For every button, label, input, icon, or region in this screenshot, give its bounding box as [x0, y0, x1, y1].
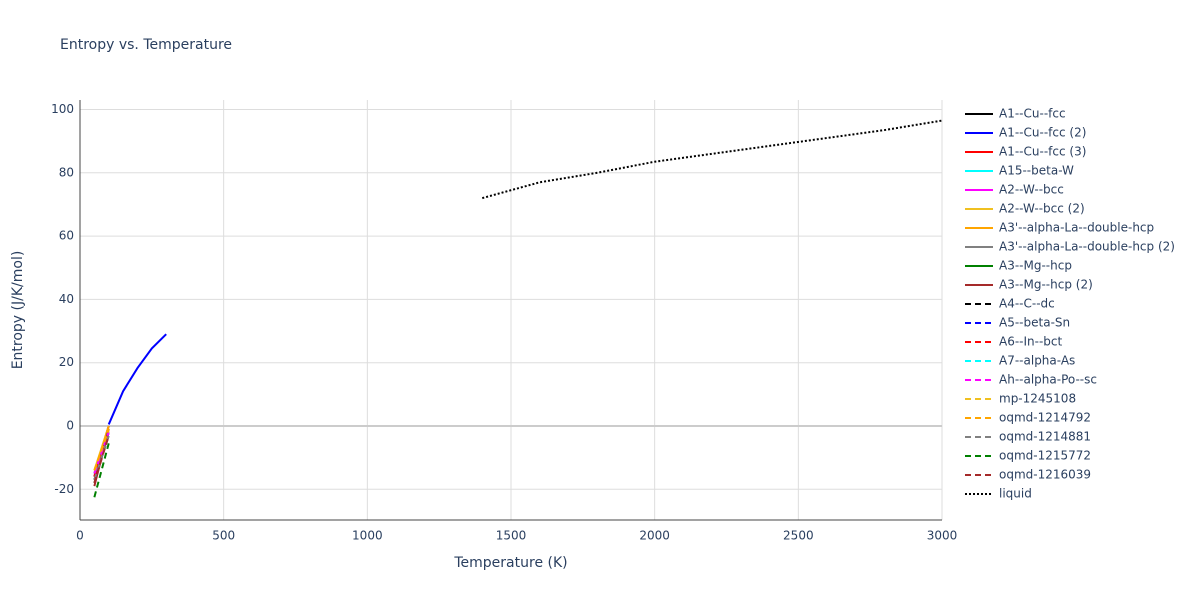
y-tick-label: 100 [51, 102, 74, 116]
legend-label[interactable]: A3'--alpha-La--double-hcp [999, 221, 1154, 235]
legend-label[interactable]: A4--C--dc [999, 297, 1055, 311]
legend: A1--Cu--fcc A1--Cu--fcc (2) A1--Cu--fcc (3… [965, 107, 1175, 501]
legend-label[interactable]: A6--In--bct [999, 335, 1063, 349]
legend-label[interactable]: mp-1245108 [999, 392, 1076, 406]
x-tick-label: 0 [76, 529, 84, 543]
series-line [93, 431, 110, 474]
x-tick-label: 1500 [496, 529, 527, 543]
legend-label[interactable]: Ah--alpha-Po--sc [999, 373, 1097, 387]
y-tick-label: 40 [59, 292, 74, 306]
legend-label[interactable]: A7--alpha-As [999, 354, 1075, 368]
legend-label[interactable]: A3--Mg--hcp [999, 259, 1072, 273]
series-line [93, 435, 110, 484]
legend-label[interactable]: oqmd-1214792 [999, 411, 1091, 425]
legend-label[interactable]: oqmd-1216039 [999, 468, 1091, 482]
x-tick-label: 500 [212, 529, 235, 543]
x-tick-label: 2500 [783, 529, 814, 543]
series-line [482, 119, 942, 200]
x-tick-label: 2000 [639, 529, 670, 543]
legend-label[interactable]: oqmd-1214881 [999, 430, 1091, 444]
x-tick-label: 1000 [352, 529, 383, 543]
grid: 0 500 1000 1500 2000 2500 3000 -20 0 20 40 60 80 100 [51, 100, 957, 543]
plot-area [93, 119, 942, 498]
legend-label[interactable]: A5--beta-Sn [999, 316, 1070, 330]
y-tick-label: 20 [59, 355, 74, 369]
legend-label[interactable]: A1--Cu--fcc (2) [999, 126, 1086, 140]
series-line [107, 333, 167, 425]
x-tick-label: 3000 [927, 529, 958, 543]
y-axis-label: Entropy (J/K/mol) [10, 251, 26, 370]
legend-label[interactable]: A3--Mg--hcp (2) [999, 278, 1093, 292]
chart-title: Entropy vs. Temperature [60, 37, 232, 53]
legend-label[interactable]: liquid [999, 487, 1032, 501]
legend-label[interactable]: A3'--alpha-La--double-hcp (2) [999, 240, 1175, 254]
y-tick-label: 60 [59, 229, 74, 243]
legend-label[interactable]: A15--beta-W [999, 164, 1074, 178]
y-tick-label: 0 [66, 418, 74, 432]
legend-label[interactable]: A2--W--bcc [999, 183, 1064, 197]
series-line [93, 428, 110, 471]
x-axis-label: Temperature (K) [453, 555, 567, 571]
legend-label[interactable]: A1--Cu--fcc (3) [999, 145, 1086, 159]
y-tick-label: 80 [59, 165, 74, 179]
y-tick-label: -20 [54, 482, 74, 496]
legend-label[interactable]: oqmd-1215772 [999, 449, 1091, 463]
series-line [93, 435, 110, 481]
legend-label[interactable]: A1--Cu--fcc [999, 107, 1066, 121]
legend-label[interactable]: A2--W--bcc (2) [999, 202, 1085, 216]
